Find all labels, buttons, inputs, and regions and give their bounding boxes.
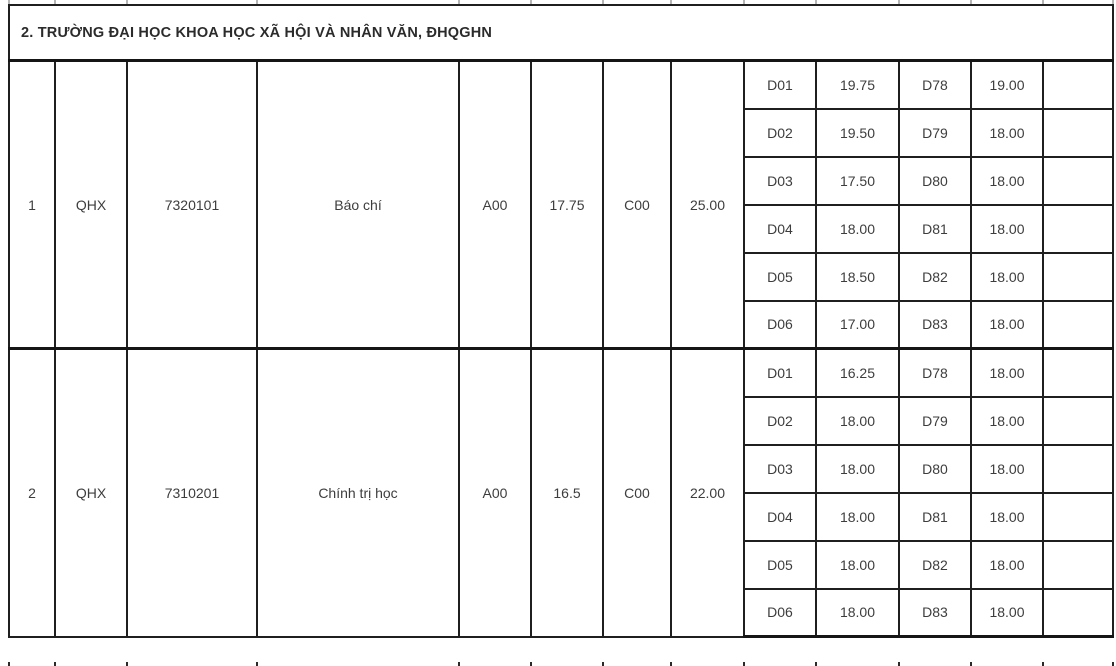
table-row: D02 18.00 D79 18.00: [9, 395, 1115, 446]
subject-code-cell: D05: [743, 539, 817, 590]
subject-score-cell: 18.00: [815, 395, 900, 446]
cropped-row-above: [8, 0, 1114, 4]
table-row: D02 19.50 D79 18.00: [9, 107, 1115, 158]
major-name-cell: Báo chí: [256, 59, 460, 350]
subject-score-cell: 18.00: [970, 347, 1044, 398]
subject-code-cell: D83: [898, 587, 972, 638]
subject-code-cell: D04: [743, 203, 817, 254]
subject-code-cell: D78: [898, 347, 972, 398]
admission-scores-table: 2. TRƯỜNG ĐẠI HỌC KHOA HỌC XÃ HỘI VÀ NHÂ…: [7, 4, 1115, 638]
table-row: D06 17.00 D83 18.00: [9, 299, 1115, 350]
subject-code-cell: D03: [743, 155, 817, 206]
subject-score-cell: 18.00: [970, 299, 1044, 350]
block1-code-cell: A00: [458, 59, 532, 350]
subject-score-cell: 18.00: [970, 395, 1044, 446]
subject-score-cell: 18.00: [970, 539, 1044, 590]
section-title: 2. TRƯỜNG ĐẠI HỌC KHOA HỌC XÃ HỘI VÀ NHÂ…: [7, 4, 1115, 62]
empty-cell: [1041, 539, 1115, 590]
subject-score-cell: 19.50: [815, 107, 900, 158]
subject-code-cell: D04: [743, 491, 817, 542]
subject-score-cell: 18.50: [815, 251, 900, 302]
subject-code-cell: D03: [743, 443, 817, 494]
subject-code-cell: D79: [898, 395, 972, 446]
subject-score-cell: 18.00: [970, 107, 1044, 158]
major-code-cell: 7310201: [126, 347, 258, 638]
empty-cell: [1041, 443, 1115, 494]
block2-code-cell: C00: [602, 59, 672, 350]
subject-score-cell: 18.00: [970, 203, 1044, 254]
block2-score-cell: 25.00: [670, 59, 745, 350]
subject-code-cell: D82: [898, 251, 972, 302]
subject-code-cell: D78: [898, 59, 972, 110]
subject-code-cell: D02: [743, 395, 817, 446]
block1-code-cell: A00: [458, 347, 532, 638]
subject-score-cell: 18.00: [970, 443, 1044, 494]
block1-score-cell: 17.75: [530, 59, 604, 350]
subject-score-cell: 18.00: [815, 203, 900, 254]
empty-cell: [1041, 251, 1115, 302]
subject-score-cell: 17.00: [815, 299, 900, 350]
subject-score-cell: 18.00: [815, 539, 900, 590]
empty-cell: [1041, 395, 1115, 446]
subject-code-cell: D80: [898, 443, 972, 494]
school-code-cell: QHX: [54, 59, 128, 350]
empty-cell: [1041, 59, 1115, 110]
subject-code-cell: D82: [898, 539, 972, 590]
subject-score-cell: 18.00: [970, 155, 1044, 206]
subject-code-cell: D01: [743, 347, 817, 398]
cropped-row-below: [8, 662, 1114, 666]
subject-code-cell: D05: [743, 251, 817, 302]
table-row: D04 18.00 D81 18.00: [9, 491, 1115, 542]
table-row: D05 18.50 D82 18.00: [9, 251, 1115, 302]
section-title-row: 2. TRƯỜNG ĐẠI HỌC KHOA HỌC XÃ HỘI VÀ NHÂ…: [7, 4, 1115, 62]
table-row: 1 QHX 7320101 Báo chí A00 17.75 C00 25.0…: [8, 59, 1115, 350]
empty-cell: [1041, 203, 1115, 254]
table-row: 2 QHX 7310201 Chính trị học A00 16.5 C00…: [8, 347, 1115, 638]
empty-cell: [1041, 491, 1115, 542]
subject-code-cell: D79: [898, 107, 972, 158]
subject-score-cell: 16.25: [815, 347, 900, 398]
subject-code-cell: D06: [743, 587, 817, 638]
subject-score-cell: 19.75: [815, 59, 900, 110]
subject-code-cell: D83: [898, 299, 972, 350]
block2-code-cell: C00: [602, 347, 672, 638]
table-row: D04 18.00 D81 18.00: [9, 203, 1115, 254]
table-row: D06 18.00 D83 18.00: [9, 587, 1115, 638]
row-index-cell: 2: [8, 347, 56, 638]
block2-score-cell: 22.00: [670, 347, 745, 638]
subject-code-cell: D80: [898, 155, 972, 206]
table-row: D03 17.50 D80 18.00: [9, 155, 1115, 206]
subject-code-cell: D81: [898, 203, 972, 254]
table-row: D03 18.00 D80 18.00: [9, 443, 1115, 494]
block1-score-cell: 16.5: [530, 347, 604, 638]
empty-cell: [1041, 347, 1115, 398]
empty-cell: [1041, 587, 1115, 638]
subject-score-cell: 18.00: [815, 443, 900, 494]
school-code-cell: QHX: [54, 347, 128, 638]
subject-code-cell: D01: [743, 59, 817, 110]
subject-score-cell: 18.00: [815, 587, 900, 638]
subject-code-cell: D06: [743, 299, 817, 350]
subject-score-cell: 19.00: [970, 59, 1044, 110]
subject-code-cell: D81: [898, 491, 972, 542]
empty-cell: [1041, 299, 1115, 350]
subject-score-cell: 18.00: [815, 491, 900, 542]
subject-score-cell: 18.00: [970, 587, 1044, 638]
table-row: D05 18.00 D82 18.00: [9, 539, 1115, 590]
empty-cell: [1041, 107, 1115, 158]
major-name-cell: Chính trị học: [256, 347, 460, 638]
empty-cell: [1041, 155, 1115, 206]
row-index-cell: 1: [8, 59, 56, 350]
subject-code-cell: D02: [743, 107, 817, 158]
subject-score-cell: 18.00: [970, 491, 1044, 542]
major-code-cell: 7320101: [126, 59, 258, 350]
subject-score-cell: 18.00: [970, 251, 1044, 302]
subject-score-cell: 17.50: [815, 155, 900, 206]
